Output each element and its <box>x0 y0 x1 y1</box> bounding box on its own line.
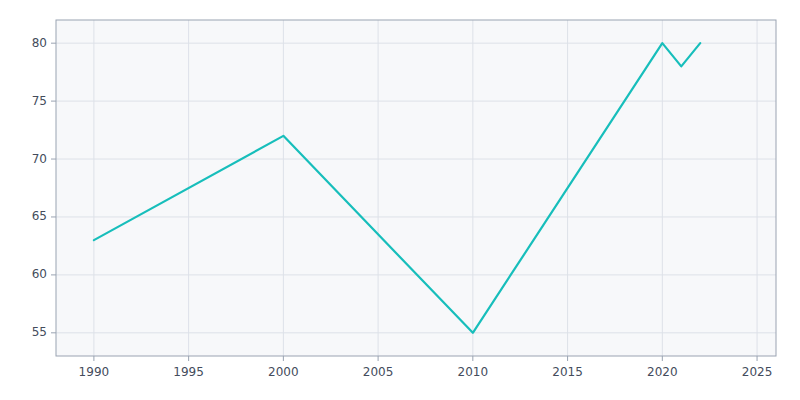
y-grid-line <box>56 216 776 217</box>
x-grid-line <box>378 20 379 356</box>
tick-labels: 55 60 65 70 75 80 1990 1995 2000 2005 2010 2015 2020… <box>32 36 773 379</box>
line <box>94 43 700 333</box>
x-tick <box>757 356 758 361</box>
x-tick <box>93 356 94 361</box>
x-tick-label: 2020 <box>647 365 678 379</box>
chart-container: 55 60 65 70 75 80 1990 1995 2000 2005 2010 2015 2020… <box>0 0 800 400</box>
x-tick <box>378 356 379 361</box>
y-tick <box>51 159 56 160</box>
x-tick <box>662 356 663 361</box>
grid <box>56 20 776 356</box>
x-tick-label: 2010 <box>458 365 489 379</box>
x-grid-line <box>472 20 473 356</box>
y-tick <box>51 101 56 102</box>
y-tick-label: 55 <box>32 325 47 339</box>
series-group <box>94 43 700 333</box>
y-grid-line <box>56 159 776 160</box>
y-tick <box>51 274 56 275</box>
y-tick-label: 60 <box>32 267 47 281</box>
y-tick <box>51 43 56 44</box>
y-tick-label: 65 <box>32 209 47 223</box>
plot-background <box>56 20 776 356</box>
y-tick <box>51 332 56 333</box>
y-tick <box>51 216 56 217</box>
y-tick-label: 75 <box>32 94 47 108</box>
x-tick <box>188 356 189 361</box>
x-grid-line <box>283 20 284 356</box>
x-tick-label: 2025 <box>742 365 773 379</box>
x-tick-label: 1995 <box>173 365 204 379</box>
y-grid-line <box>56 43 776 44</box>
x-tick <box>283 356 284 361</box>
y-grid-line <box>56 332 776 333</box>
x-tick <box>472 356 473 361</box>
x-tick-label: 2015 <box>552 365 583 379</box>
x-grid-line <box>93 20 94 356</box>
x-grid-line <box>662 20 663 356</box>
plot-frame <box>56 20 776 356</box>
x-tick-label: 2000 <box>268 365 299 379</box>
x-grid-line <box>757 20 758 356</box>
x-tick-label: 2005 <box>363 365 394 379</box>
y-tick-label: 70 <box>32 152 47 166</box>
x-tick-label: 1990 <box>79 365 110 379</box>
chart-svg: 55 60 65 70 75 80 1990 1995 2000 2005 2010 2015 2020… <box>0 0 800 400</box>
x-tick <box>567 356 568 361</box>
y-tick-label: 80 <box>32 36 47 50</box>
y-grid-line <box>56 101 776 102</box>
